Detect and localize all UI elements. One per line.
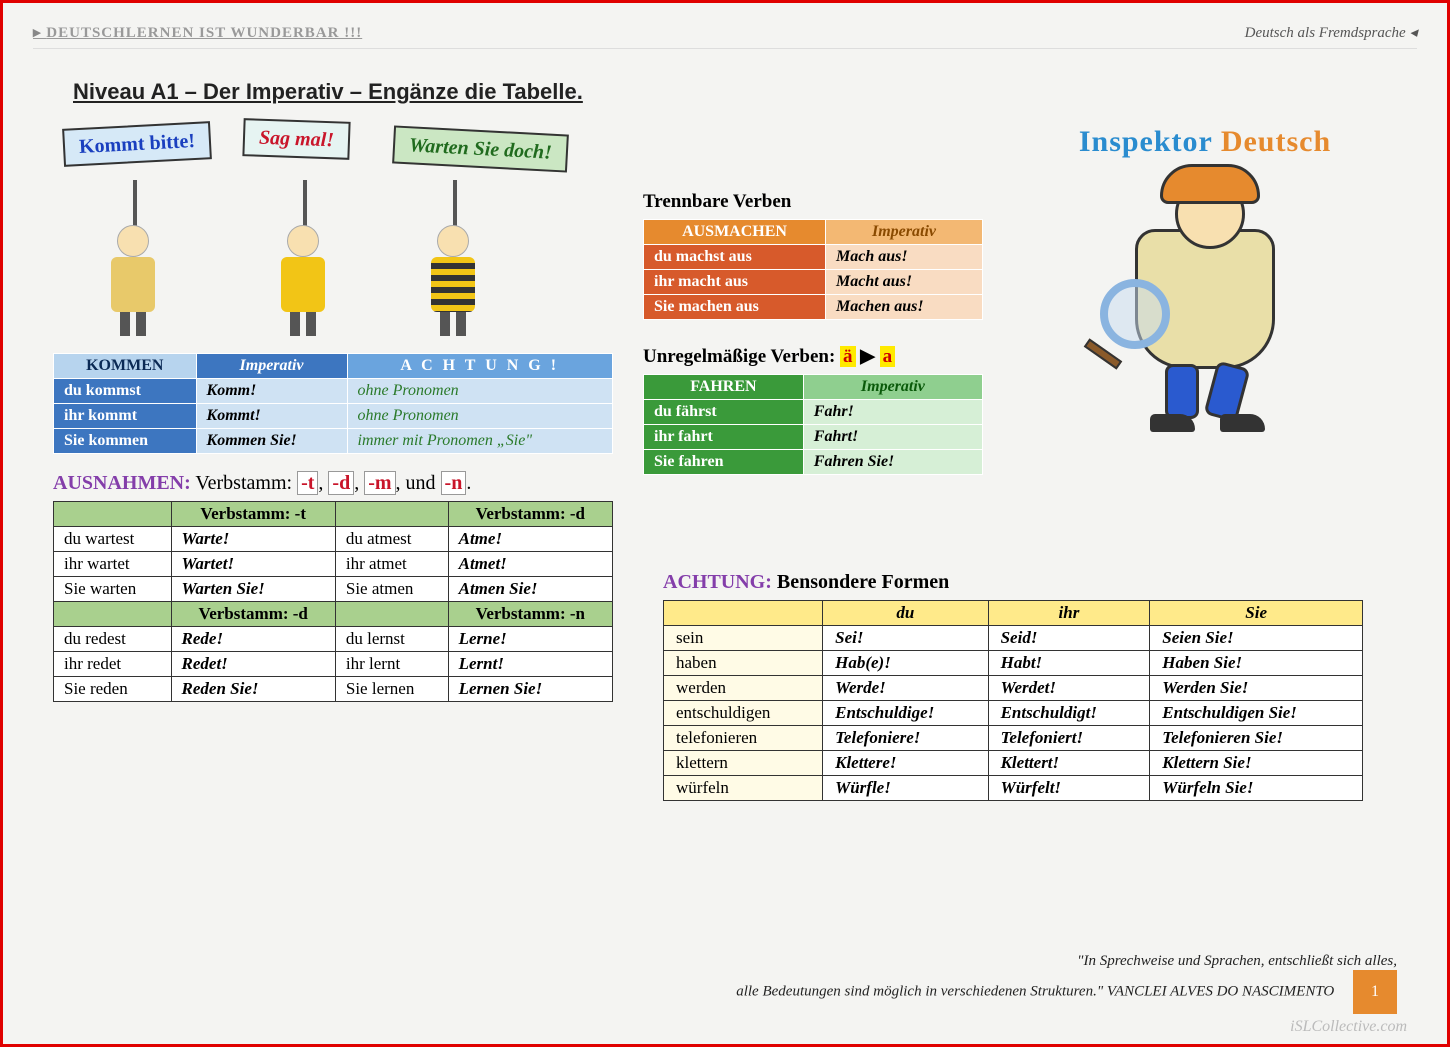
detective-icon — [1095, 169, 1315, 429]
page-number: 1 — [1353, 970, 1397, 1014]
achtung-heading: ACHTUNG: Bensondere Formen — [663, 571, 1363, 594]
formen-table: du ihr Sie seinSei!Seid!Seien Sie! haben… — [663, 600, 1363, 801]
trennbar-label: Trennbare Verben — [643, 191, 983, 213]
kid-2-icon — [268, 225, 338, 335]
header-right: Deutsch als Fremdsprache — [1245, 23, 1417, 42]
watermark: iSLCollective.com — [1290, 1018, 1407, 1036]
fahren-table: FAHRENImperativ du fährstFahr! ihr fahrt… — [643, 374, 983, 475]
verbstamm-table: Verbstamm: -tVerbstamm: -d du wartestWar… — [53, 501, 613, 702]
left-column: Kommt bitte! Sag mal! Warten Sie doch! K… — [53, 125, 613, 702]
footer: "In Sprechweise und Sprachen, entschließ… — [53, 953, 1397, 1014]
kommen-h2: Imperativ — [196, 354, 347, 379]
footer-quote-1: "In Sprechweise und Sprachen, entschließ… — [1077, 953, 1397, 969]
placard-2: Sag mal! — [242, 118, 350, 160]
unregel-label: Unregelmäßige Verben: ä ▶ a — [643, 345, 983, 368]
page-frame: DEUTSCHLERNEN IST WUNDERBAR !!! Deutsch … — [0, 0, 1450, 1047]
inspector-title: Inspektor Deutsch — [1013, 125, 1397, 159]
placard-3: Warten Sie doch! — [392, 125, 569, 172]
kid-1-icon — [98, 225, 168, 335]
kommen-table: KOMMEN Imperativ A C H T U N G ! du komm… — [53, 353, 613, 454]
top-bar: DEUTSCHLERNEN IST WUNDERBAR !!! Deutsch … — [33, 23, 1417, 49]
ausmachen-table: AUSMACHENImperativ du machst ausMach aus… — [643, 219, 983, 320]
ausnahmen-heading: AUSNAHMEN: Verbstamm: -t, -d, -m, und -n… — [53, 472, 613, 495]
placard-1: Kommt bitte! — [62, 121, 212, 167]
page-title: Niveau A1 – Der Imperativ – Engänze die … — [73, 79, 1417, 105]
kid-3-icon — [418, 225, 488, 335]
achtung-block: ACHTUNG: Bensondere Formen du ihr Sie se… — [643, 553, 1363, 801]
inspector-illustration: Inspektor Deutsch — [1013, 125, 1397, 445]
placard-illustration: Kommt bitte! Sag mal! Warten Sie doch! — [53, 125, 613, 345]
header-left: DEUTSCHLERNEN IST WUNDERBAR !!! — [33, 23, 362, 42]
footer-quote-2: alle Bedeutungen sind möglich in verschi… — [736, 983, 1334, 999]
kommen-h3: A C H T U N G ! — [347, 354, 612, 379]
kommen-h1: KOMMEN — [54, 354, 197, 379]
